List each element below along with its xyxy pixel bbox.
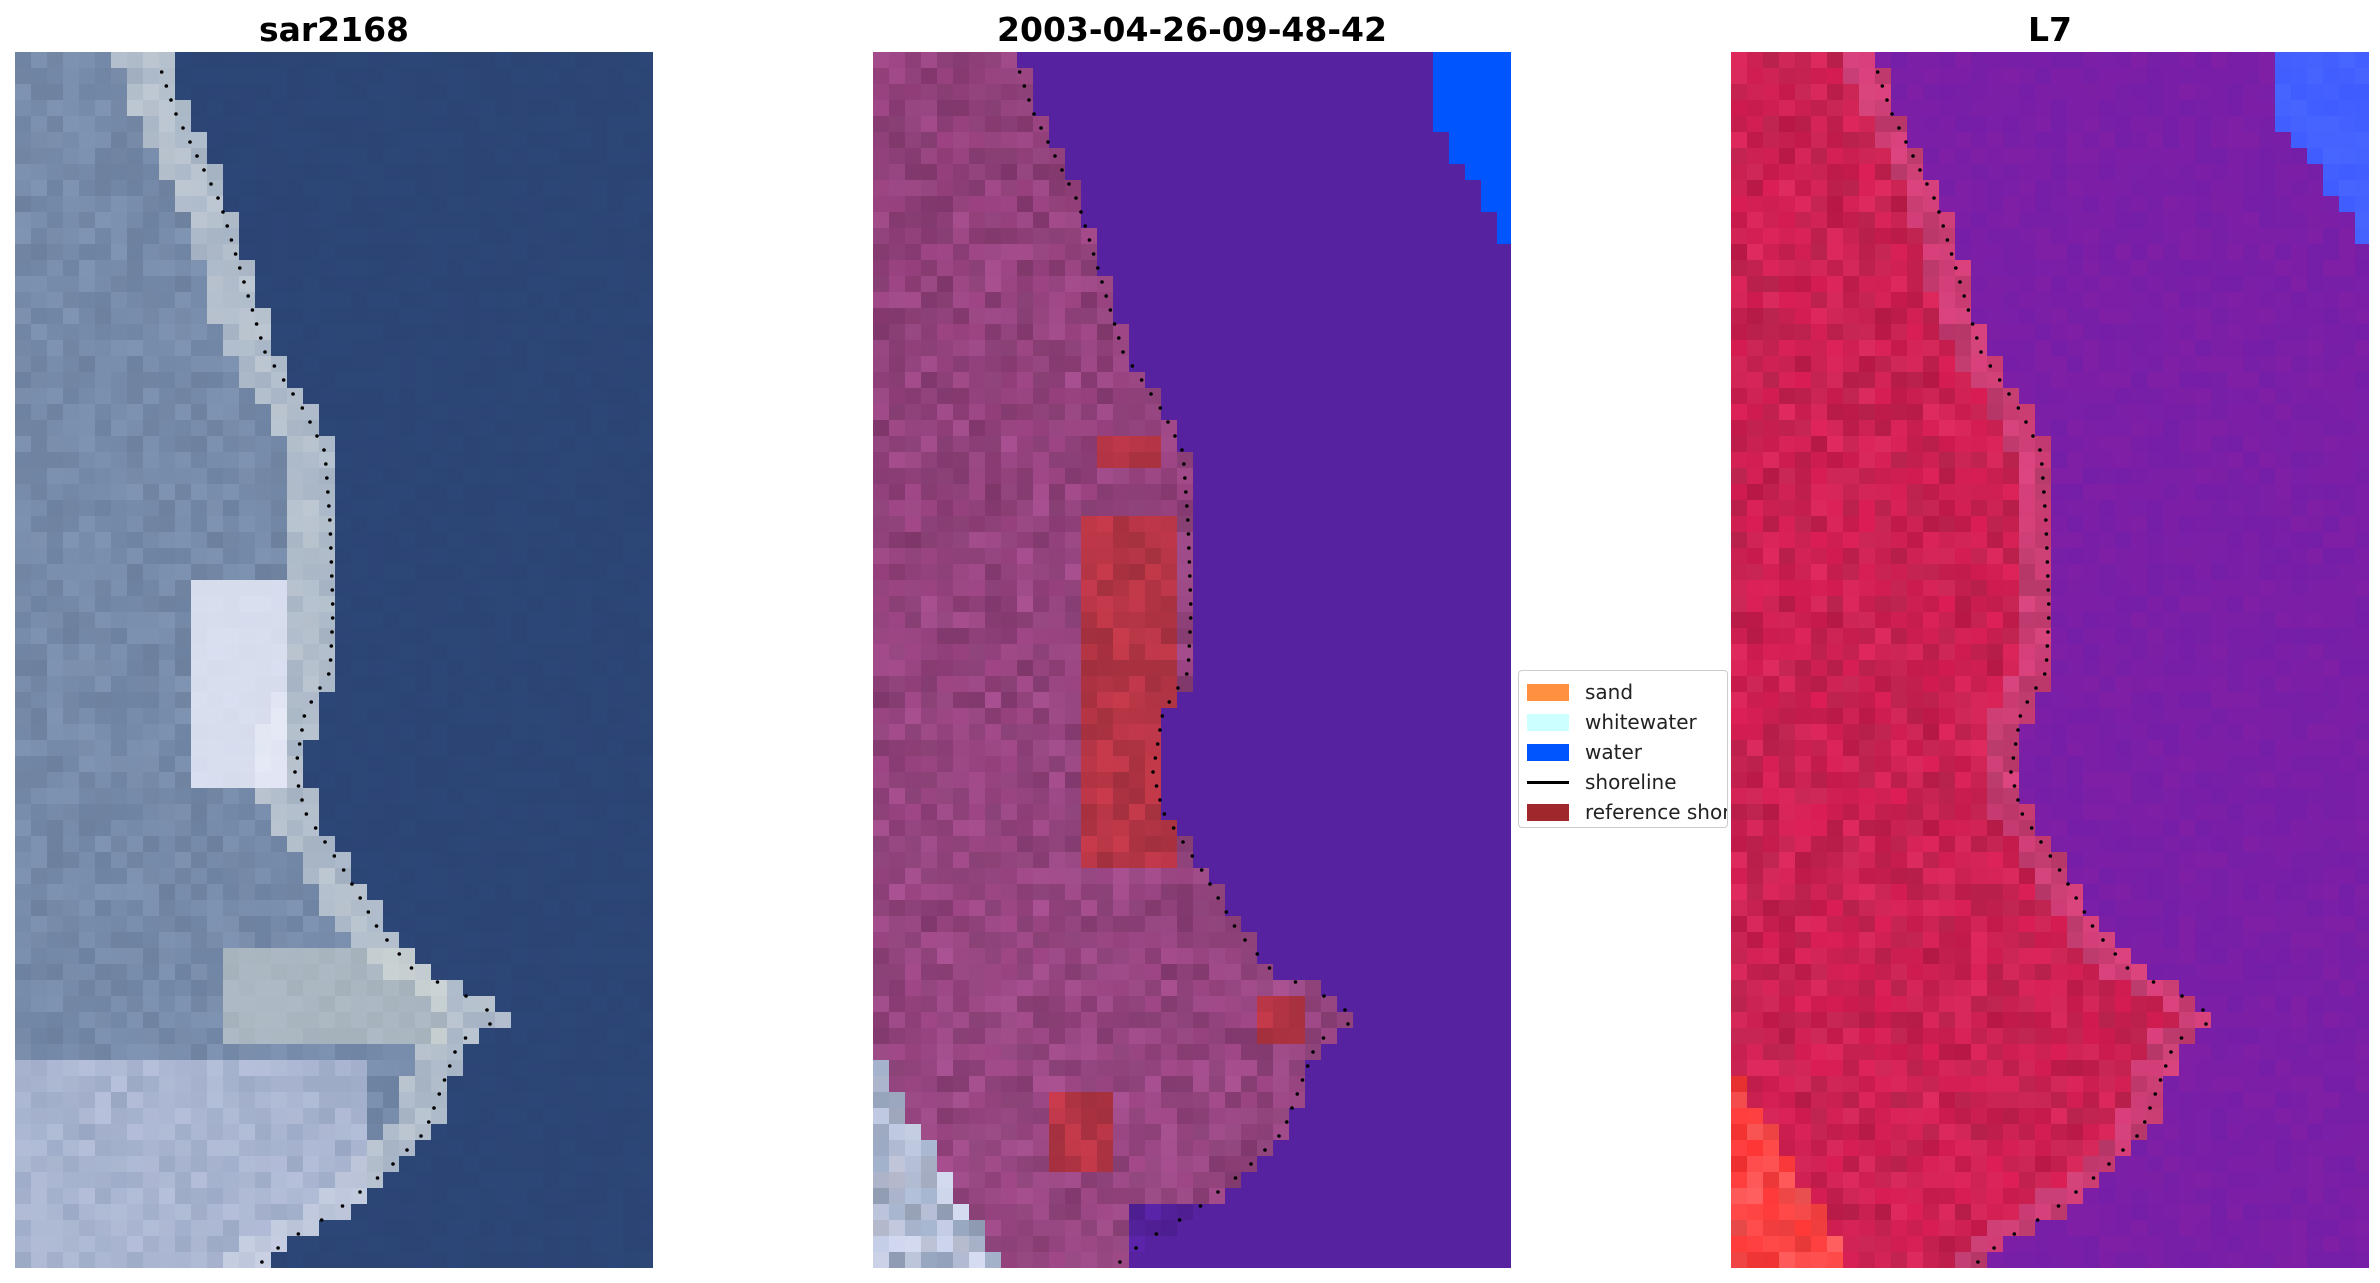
legend-label-whitewater: whitewater — [1585, 710, 1697, 734]
legend-label-water: water — [1585, 740, 1642, 764]
shoreline-dotted-line — [1017, 70, 1350, 1264]
panel-title-index: L7 — [2028, 10, 2072, 49]
rgb-image-canvas — [15, 52, 653, 1268]
legend: sand whitewater water shoreline referenc… — [1518, 670, 1728, 828]
rgb-image-panel — [15, 52, 653, 1268]
legend-swatch-reference-shoreline — [1527, 803, 1569, 821]
legend-item-sand: sand — [1527, 677, 1727, 707]
legend-label-reference-shoreline: reference shoreline — [1585, 800, 1728, 824]
classified-image-canvas — [873, 52, 1511, 1268]
panel-title-classified: 2003-04-26-09-48-42 — [997, 10, 1387, 49]
legend-swatch-sand — [1527, 683, 1569, 701]
panel-title-image: sar2168 — [258, 10, 410, 49]
classified-image-panel — [873, 52, 1511, 1268]
legend-item-water: water — [1527, 737, 1727, 767]
legend-item-whitewater: whitewater — [1527, 707, 1727, 737]
legend-label-sand: sand — [1585, 680, 1634, 704]
legend-item-shoreline: shoreline — [1527, 767, 1727, 797]
legend-line-shoreline — [1527, 780, 1569, 784]
legend-item-reference-shoreline: reference shoreline — [1527, 797, 1727, 827]
shoreline-dotted-line — [1875, 70, 2208, 1264]
index-image-canvas — [1731, 52, 2369, 1268]
shoreline-dotted-line — [159, 70, 492, 1264]
legend-swatch-whitewater — [1527, 713, 1569, 731]
legend-label-shoreline: shoreline — [1585, 770, 1677, 794]
index-image-panel — [1731, 52, 2369, 1268]
legend-swatch-water — [1527, 743, 1569, 761]
